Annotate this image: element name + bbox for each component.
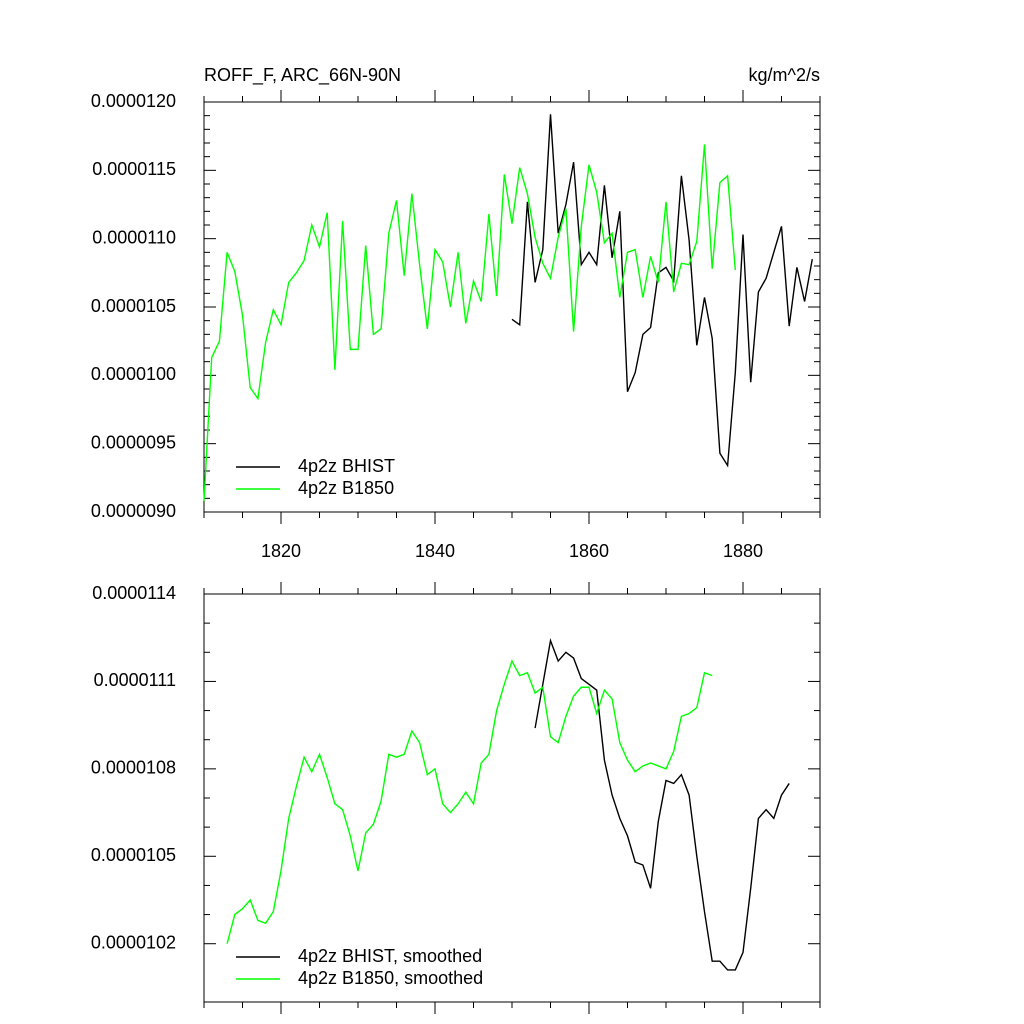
y-tick-label: 0.0000114 (92, 583, 176, 603)
y-tick-label: 0.0000105 (91, 845, 176, 865)
legend-label: 4p2z BHIST, smoothed (298, 946, 482, 966)
series-line (226, 659, 713, 944)
chart-title: ROFF_F, ARC_66N-90N (204, 65, 401, 86)
y-tick-label: 0.0000100 (91, 364, 176, 384)
y-tick-label: 0.0000110 (92, 227, 176, 247)
x-tick-label: 1880 (723, 541, 763, 561)
series-line (511, 114, 813, 468)
x-tick-label: 1820 (261, 541, 301, 561)
x-tick-label: 1840 (415, 541, 455, 561)
y-tick-label: 0.0000105 (91, 296, 176, 316)
y-tick-label: 0.0000120 (91, 91, 176, 111)
legend-label: 4p2z BHIST (298, 456, 395, 476)
legend-label: 4p2z B1850 (298, 478, 394, 498)
y-tick-label: 0.0000108 (91, 758, 176, 778)
units-label: kg/m^2/s (749, 65, 820, 85)
plot-frame (203, 101, 821, 513)
y-tick-label: 0.0000090 (91, 501, 176, 521)
y-tick-label: 0.0000115 (92, 159, 176, 179)
series-line (203, 144, 736, 502)
x-tick-label: 1860 (569, 541, 609, 561)
y-tick-label: 0.0000095 (91, 432, 176, 452)
series-line (534, 637, 790, 971)
y-tick-label: 0.0000111 (94, 670, 176, 690)
y-tick-label: 0.0000102 (91, 932, 176, 952)
plot-frame (203, 593, 821, 1003)
legend-label: 4p2z B1850, smoothed (298, 968, 483, 988)
